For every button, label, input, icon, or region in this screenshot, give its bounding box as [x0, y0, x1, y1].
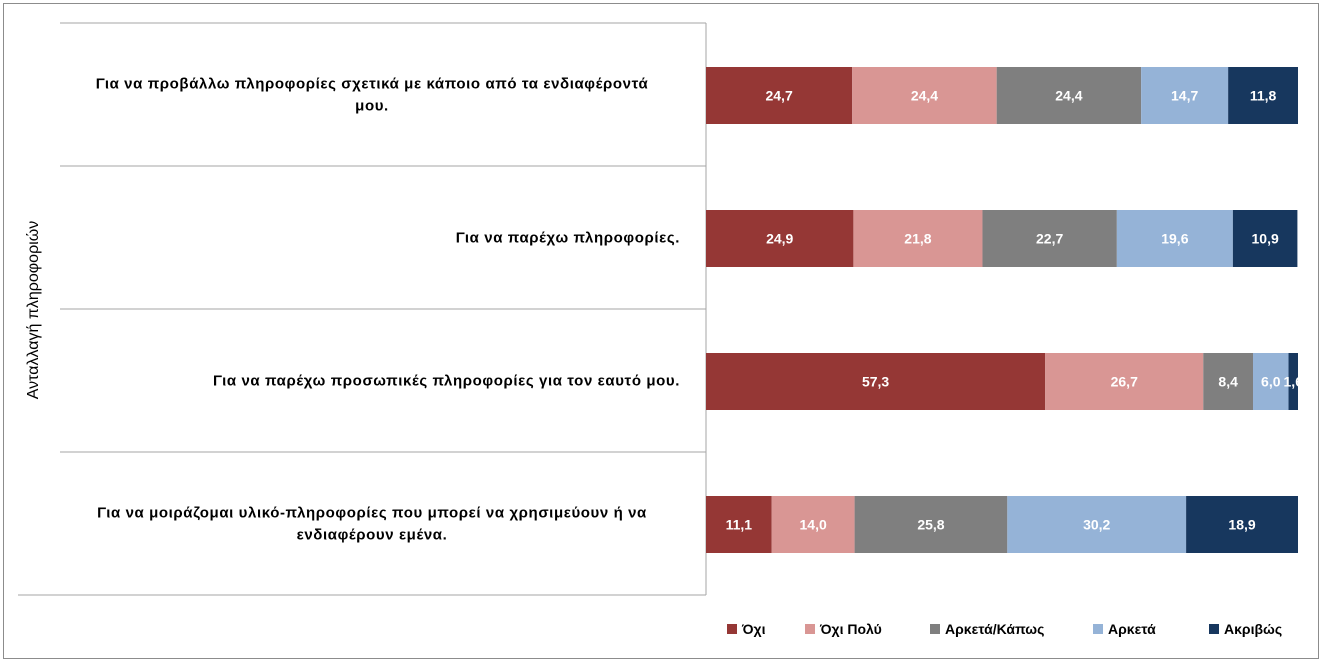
- legend-swatch: [1093, 624, 1103, 634]
- legend-label: Όχι: [741, 621, 766, 637]
- bar-segment: [996, 67, 1142, 124]
- data-label: 30,2: [1083, 517, 1110, 533]
- bar-segment: [1186, 496, 1298, 553]
- bar-segment: [1253, 353, 1289, 410]
- bar-segment: [1045, 353, 1204, 410]
- bar-segment: [706, 353, 1046, 410]
- bar-segment: [853, 210, 983, 267]
- legend-label: Αρκετά/Κάπως: [945, 621, 1044, 637]
- category-label-line: ενδιαφέρουν εμένα.: [297, 527, 448, 544]
- data-label: 24,9: [766, 231, 793, 247]
- category-label-line: Για να παρέχω προσωπικές πληροφορίες για…: [213, 373, 680, 390]
- bar-segment: [854, 496, 1008, 553]
- bar-segment: [1007, 496, 1187, 553]
- bar-segment: [706, 496, 772, 553]
- data-label: 24,4: [911, 88, 938, 104]
- group-label: Ανταλλαγή πληροφοριών: [25, 221, 42, 399]
- bars: 24,7 24,4 24,4 14,7 11,8 24,9 21,8 22,7 19,6 10,9…: [706, 67, 1303, 553]
- legend-swatch: [727, 624, 737, 634]
- data-label: 8,4: [1218, 374, 1238, 390]
- bar-segment: [852, 67, 997, 124]
- data-label: 24,7: [765, 88, 792, 104]
- bar-segment: [706, 67, 853, 124]
- data-label: 18,9: [1228, 517, 1255, 533]
- category-label: Για να προβάλλω πληροφορίες σχετικά με κ…: [96, 76, 649, 115]
- data-label: 11,8: [1250, 88, 1277, 104]
- data-label: 26,7: [1111, 374, 1138, 390]
- legend-swatch: [805, 624, 815, 634]
- data-label: 6,0: [1261, 374, 1281, 390]
- data-label: 19,6: [1161, 231, 1188, 247]
- category-label-line: Για να προβάλλω πληροφορίες σχετικά με κ…: [96, 76, 649, 93]
- bar-segment: [771, 496, 855, 553]
- legend-label: Αρκετά: [1108, 621, 1156, 637]
- data-label: 24,4: [1055, 88, 1082, 104]
- legend: Όχι Όχι Πολύ Αρκετά/Κάπως Αρκετά Ακριβώς: [727, 621, 1282, 637]
- legend-swatch: [1209, 624, 1219, 634]
- data-label: 57,3: [862, 374, 889, 390]
- data-label: 11,1: [726, 517, 753, 533]
- bar-segment: [1203, 353, 1254, 410]
- bar-segment: [1116, 210, 1233, 267]
- category-label-line: Για να μοιράζομαι υλικό-πληροφορίες που …: [97, 505, 647, 522]
- bar-segment: [1288, 353, 1298, 410]
- data-label: 10,9: [1252, 231, 1279, 247]
- bar-segment: [982, 210, 1117, 267]
- category-label: Για να μοιράζομαι υλικό-πληροφορίες που …: [97, 505, 647, 544]
- category-label: Για να παρέχω πληροφορίες.: [456, 230, 680, 247]
- category-label-line: Για να παρέχω πληροφορίες.: [456, 230, 680, 247]
- chart-frame: [3, 3, 1319, 659]
- data-label: 21,8: [904, 231, 931, 247]
- data-label: 25,8: [917, 517, 944, 533]
- data-label: 14,0: [800, 517, 827, 533]
- legend-label: Όχι Πολύ: [819, 621, 882, 637]
- legend-label: Ακριβώς: [1224, 621, 1282, 637]
- bar-segment: [706, 210, 854, 267]
- data-label: 1,6: [1284, 374, 1304, 390]
- category-labels: Για να προβάλλω πληροφορίες σχετικά με κ…: [96, 76, 680, 544]
- bar-segment: [1232, 210, 1298, 267]
- bar-segment: [1141, 67, 1229, 124]
- legend-swatch: [930, 624, 940, 634]
- bar-segment: [1228, 67, 1298, 124]
- category-label-line: μου.: [355, 98, 389, 115]
- data-label: 14,7: [1171, 88, 1198, 104]
- data-label: 22,7: [1036, 231, 1063, 247]
- category-label: Για να παρέχω προσωπικές πληροφορίες για…: [213, 373, 680, 390]
